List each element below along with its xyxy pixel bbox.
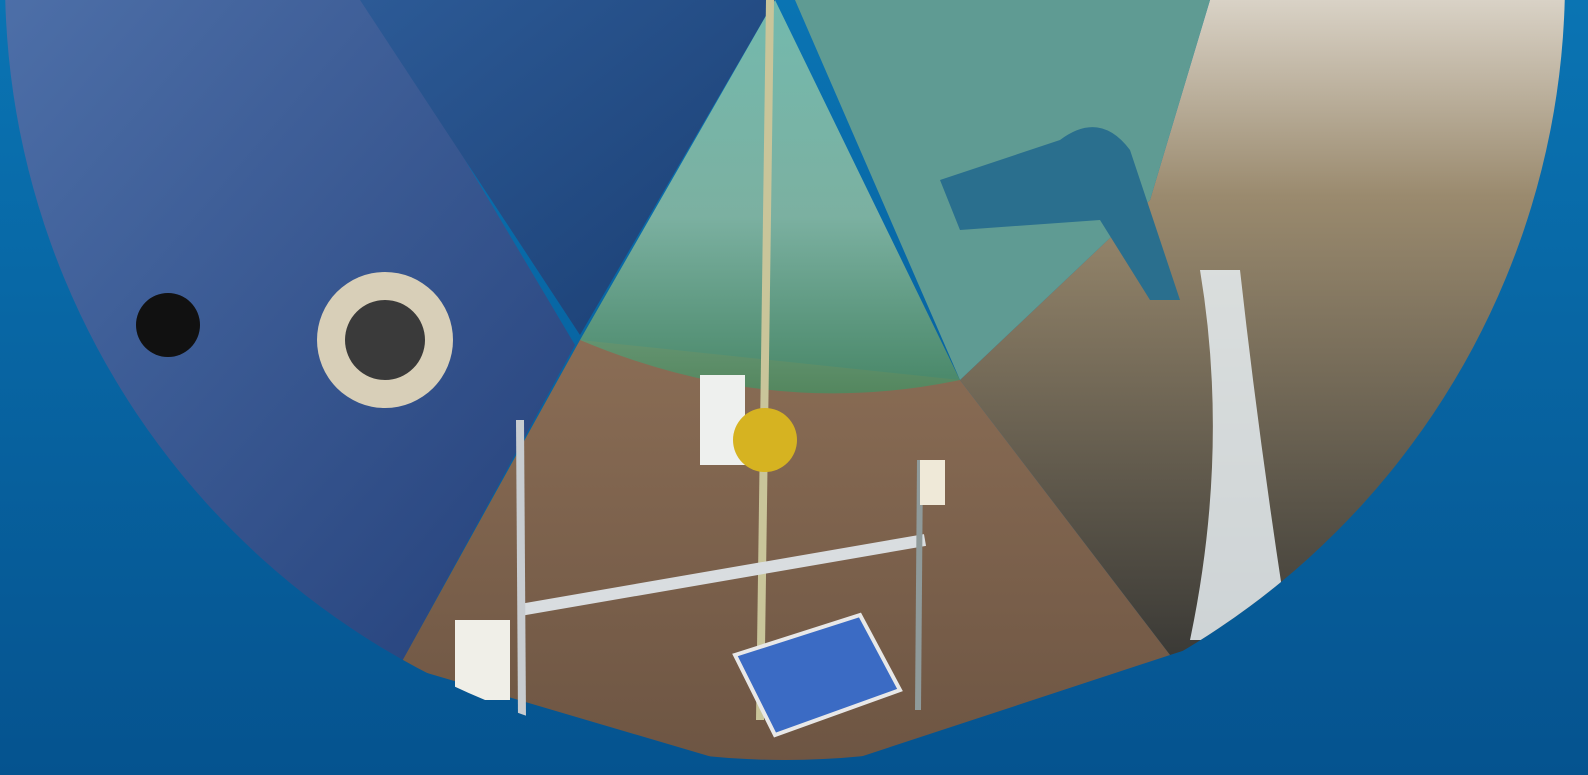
buoy-core bbox=[345, 300, 425, 380]
solar-panel bbox=[732, 612, 903, 738]
pole-right bbox=[915, 459, 923, 711]
buoy-small bbox=[136, 293, 200, 357]
sensor bbox=[920, 460, 945, 505]
mast bbox=[756, 0, 774, 721]
rain-gauge bbox=[455, 620, 510, 700]
water-stream bbox=[1190, 270, 1290, 640]
pole-left bbox=[516, 419, 526, 721]
cross-bar bbox=[518, 534, 927, 616]
person bbox=[940, 127, 1180, 300]
ocean-photo-2 bbox=[360, 0, 775, 335]
cable-coil bbox=[733, 408, 797, 472]
